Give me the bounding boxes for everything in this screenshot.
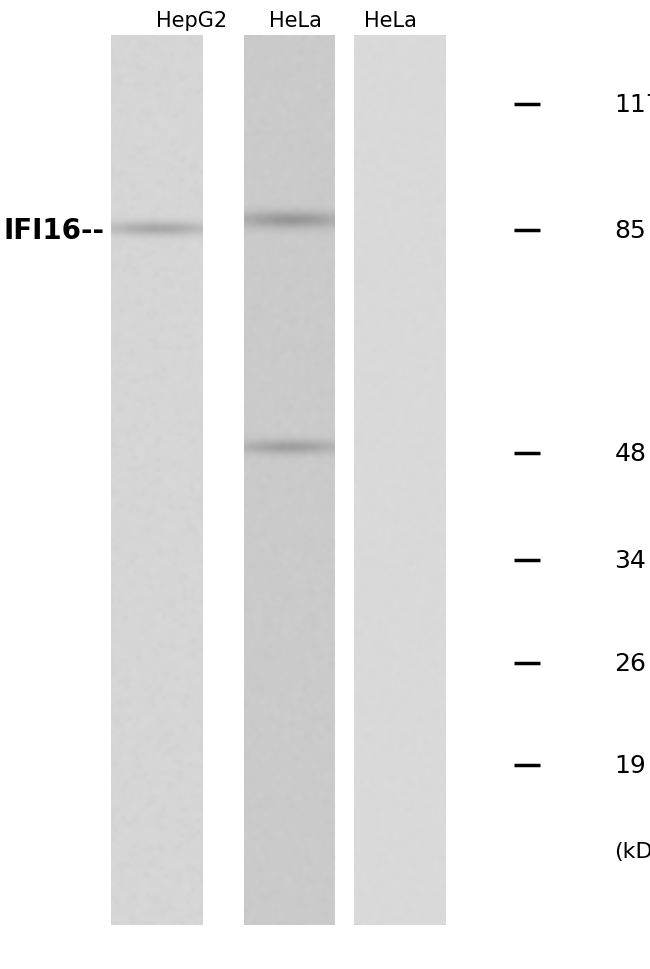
Text: 117: 117 <box>614 93 650 116</box>
Text: HepG2: HepG2 <box>156 11 228 31</box>
Text: 19: 19 <box>614 754 646 777</box>
Text: 34: 34 <box>614 548 646 572</box>
Text: HeLa: HeLa <box>363 11 417 31</box>
Text: 85: 85 <box>614 219 646 242</box>
Text: HeLa: HeLa <box>269 11 322 31</box>
Text: 26: 26 <box>614 652 646 675</box>
Text: (kD): (kD) <box>614 841 650 860</box>
Text: IFI16--: IFI16-- <box>3 217 104 244</box>
Text: 48: 48 <box>614 442 646 465</box>
